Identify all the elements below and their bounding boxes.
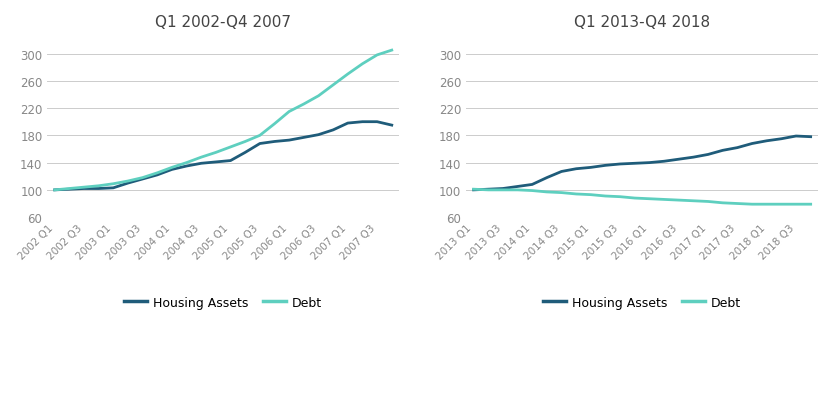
Legend: Housing Assets, Debt: Housing Assets, Debt (119, 291, 327, 314)
Title: Q1 2002-Q4 2007: Q1 2002-Q4 2007 (155, 15, 292, 30)
Title: Q1 2013-Q4 2018: Q1 2013-Q4 2018 (574, 15, 711, 30)
Legend: Housing Assets, Debt: Housing Assets, Debt (538, 291, 746, 314)
